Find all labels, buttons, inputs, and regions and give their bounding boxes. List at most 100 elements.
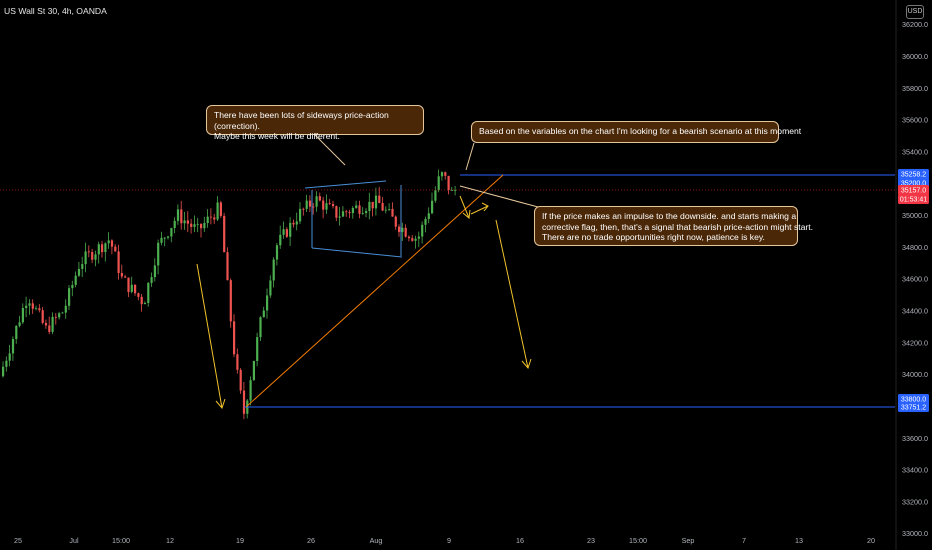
candle (28, 299, 31, 315)
callout-pointers (314, 134, 539, 208)
candle (61, 311, 64, 314)
x-tick-label: 13 (795, 536, 803, 545)
candle (368, 192, 371, 220)
candle (74, 271, 77, 288)
symbol-title: US Wall St 30, 4h, OANDA (4, 6, 107, 16)
candle (374, 187, 378, 216)
x-tick-label: 20 (867, 536, 875, 545)
candle (94, 250, 97, 267)
candle (38, 304, 41, 313)
candle (256, 332, 259, 367)
candle (299, 202, 302, 225)
chart-drawings (0, 134, 895, 409)
y-tick-label: 33000.0 (902, 529, 928, 538)
y-tick-label: 36000.0 (902, 52, 928, 61)
candle (338, 207, 341, 226)
annotation-line: There have been lots of sideways price-a… (214, 110, 389, 131)
candle (351, 205, 354, 219)
candle (358, 200, 361, 219)
y-tick-label: 34600.0 (902, 275, 928, 284)
candle (11, 336, 15, 361)
candle (101, 240, 104, 258)
candle (170, 227, 173, 243)
candle (5, 356, 8, 372)
y-tick-label: 34800.0 (902, 243, 928, 252)
candle (77, 261, 81, 277)
candle (355, 200, 358, 209)
candle (31, 299, 34, 315)
candle (289, 217, 292, 246)
candle (124, 274, 127, 278)
candle (236, 348, 239, 374)
price-tag-label: 33800.0 (901, 397, 926, 404)
x-tick-label: Sep (682, 536, 695, 545)
candle (378, 186, 381, 204)
candle (233, 314, 236, 358)
annotation-line: If the price makes an impulse to the dow… (542, 211, 797, 221)
candle (176, 204, 180, 225)
candle (401, 222, 404, 241)
candle (143, 301, 147, 305)
candle (454, 185, 457, 196)
candle (318, 192, 321, 202)
candle (104, 242, 107, 262)
y-tick-label: 33400.0 (902, 466, 928, 475)
candle (200, 223, 203, 238)
candle (15, 325, 18, 344)
candle (183, 211, 186, 230)
candle (84, 242, 87, 273)
x-tick-label: 19 (236, 536, 244, 545)
candle (285, 227, 288, 239)
x-tick-label: 12 (166, 536, 174, 545)
candle (450, 187, 453, 191)
arrow-down-small (459, 195, 471, 219)
trendline (245, 174, 504, 408)
candle (434, 186, 437, 203)
candle (427, 207, 430, 224)
candle (48, 316, 51, 335)
candle (308, 195, 312, 213)
arrow-up-small (470, 202, 489, 215)
y-tick-label: 33600.0 (902, 434, 928, 443)
y-tick-label: 35600.0 (902, 116, 928, 125)
candle (147, 282, 150, 307)
candle (444, 171, 447, 180)
annotation-line: There are no trade opportunities right n… (542, 232, 765, 242)
candle (295, 212, 298, 231)
time-axis[interactable]: 25 Jul 15:00 12 19 26 Aug 9 16 23 15:00 Sep 7 13 20 (14, 536, 875, 545)
candle (44, 319, 48, 329)
candle (209, 208, 213, 225)
candle (335, 205, 338, 222)
candle (315, 191, 318, 212)
channel-lower (311, 247, 403, 258)
price-axis[interactable]: 36200.0 36000.0 35800.0 35600.0 35400.0 35200… (902, 20, 928, 538)
candle (249, 376, 252, 406)
x-tick-label: Jul (69, 536, 79, 545)
candle (81, 256, 84, 278)
candle (365, 208, 368, 218)
candle (140, 294, 143, 312)
x-tick-label: 26 (307, 536, 315, 545)
candle (407, 235, 411, 242)
candle (447, 175, 450, 195)
candle (91, 248, 94, 264)
price-tag: 33800.0 (898, 394, 929, 404)
candle (325, 194, 328, 214)
x-tick-label: 23 (587, 536, 595, 545)
candle (322, 196, 325, 219)
candle (71, 280, 74, 297)
candle (394, 215, 397, 230)
candle (193, 215, 196, 233)
candle (114, 244, 117, 252)
candle (2, 361, 5, 378)
candle (388, 203, 391, 212)
currency-button[interactable]: USD (906, 5, 924, 19)
candle (35, 305, 38, 311)
candle (186, 211, 189, 233)
annotation-sideways: There have been lots of sideways price-a… (206, 105, 424, 141)
annotation-line: Maybe this week will be different. (214, 131, 340, 141)
candle (440, 171, 444, 181)
candle (404, 224, 407, 238)
candle (203, 216, 206, 232)
